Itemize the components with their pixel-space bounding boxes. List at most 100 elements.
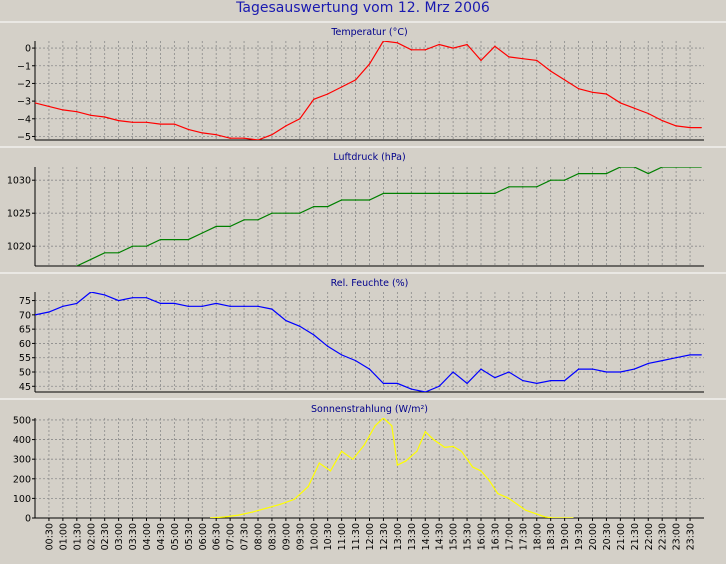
x-tick-label: 07:00: [226, 523, 237, 550]
data-point: [494, 45, 496, 47]
x-tick-label: 00:30: [44, 523, 55, 550]
x-tick-label: 11:30: [351, 523, 362, 550]
x-tick-label: 09:00: [281, 523, 292, 550]
x-tick-label: 17:30: [518, 523, 529, 550]
data-point: [391, 425, 393, 427]
data-point: [416, 450, 418, 452]
data-point: [318, 462, 320, 464]
data-point: [438, 192, 440, 194]
data-point: [466, 192, 468, 194]
data-point: [488, 480, 490, 482]
x-tick-label: 23:00: [672, 523, 683, 550]
data-point: [271, 134, 273, 136]
panel-background: [0, 273, 726, 396]
data-point: [352, 458, 354, 460]
data-point: [605, 93, 608, 95]
x-tick-label: 23:30: [686, 523, 697, 550]
x-tick-label: 09:30: [295, 523, 306, 550]
data-point: [374, 425, 376, 427]
x-tick-label: 19:00: [560, 523, 571, 550]
series-line: [210, 418, 573, 518]
data-point: [341, 199, 343, 201]
y-tick-label: 400: [13, 435, 31, 446]
data-point: [396, 382, 398, 385]
data-point: [354, 79, 357, 81]
data-point: [285, 125, 287, 127]
data-point: [131, 245, 134, 247]
data-point: [76, 111, 78, 113]
data-point: [572, 517, 574, 518]
data-point: [605, 173, 608, 175]
x-tick-label: 07:30: [240, 523, 251, 550]
data-point: [313, 98, 315, 100]
data-point: [299, 118, 301, 120]
x-tick-label: 03:30: [128, 523, 139, 550]
data-point: [460, 450, 463, 452]
data-point: [675, 125, 677, 127]
data-point: [480, 470, 482, 472]
y-tick-label: −2: [17, 79, 31, 90]
data-point: [257, 139, 259, 140]
x-tick-label: 01:30: [72, 523, 83, 550]
data-point: [661, 119, 663, 122]
y-tick-label: 0: [25, 44, 31, 55]
data-point: [424, 49, 426, 51]
data-point: [396, 464, 398, 466]
data-point: [508, 497, 510, 499]
x-tick-label: 14:00: [421, 523, 432, 550]
data-point: [243, 137, 245, 139]
y-tick-label: 60: [19, 339, 31, 350]
x-tick-label: 12:30: [379, 523, 390, 550]
data-point: [118, 299, 120, 302]
data-point: [647, 173, 649, 175]
data-point: [452, 192, 454, 194]
data-point: [173, 302, 175, 305]
data-point: [508, 56, 510, 58]
x-tick-label: 22:00: [644, 523, 655, 550]
data-point: [145, 245, 148, 247]
data-point: [313, 206, 315, 208]
x-tick-label: 15:00: [449, 523, 460, 550]
data-point: [341, 354, 343, 356]
data-point: [689, 167, 691, 168]
data-point: [251, 511, 254, 513]
data-point: [307, 486, 309, 488]
data-point: [382, 192, 385, 194]
data-point: [341, 86, 343, 88]
x-tick-label: 06:00: [198, 523, 209, 550]
data-point: [145, 297, 148, 299]
data-point: [62, 109, 64, 111]
x-tick-label: 02:00: [86, 523, 97, 550]
data-point: [279, 503, 281, 505]
data-point: [452, 371, 454, 373]
x-tick-label: 16:30: [490, 523, 501, 550]
x-tick-label: 18:00: [532, 523, 543, 550]
data-point: [480, 368, 482, 370]
data-point: [118, 119, 120, 122]
data-point: [396, 192, 398, 194]
data-point: [452, 445, 454, 448]
data-point: [293, 498, 295, 500]
x-tick-label: 05:30: [184, 523, 195, 550]
data-point: [466, 382, 468, 385]
data-point: [564, 379, 566, 382]
x-tick-label: 21:00: [616, 523, 627, 550]
data-point: [90, 114, 92, 116]
data-point: [700, 127, 702, 129]
data-point: [329, 470, 332, 472]
chart-panel-4: Sonnenstrahlung (W/m²) 0 100 200 300 400 500 00…: [0, 398, 726, 562]
x-tick-label: 08:00: [254, 523, 265, 550]
data-point: [285, 319, 287, 322]
y-tick-label: 65: [19, 325, 31, 336]
data-point: [313, 334, 315, 336]
x-tick-label: 03:00: [114, 523, 125, 550]
data-point: [675, 167, 677, 168]
data-point: [591, 173, 594, 175]
chart-title: Temperatur (°C): [330, 27, 407, 38]
data-point: [243, 219, 245, 221]
data-point: [700, 167, 702, 168]
data-point: [647, 112, 649, 115]
data-point: [516, 503, 518, 505]
y-tick-label: 1025: [7, 209, 31, 220]
data-point: [424, 391, 426, 392]
